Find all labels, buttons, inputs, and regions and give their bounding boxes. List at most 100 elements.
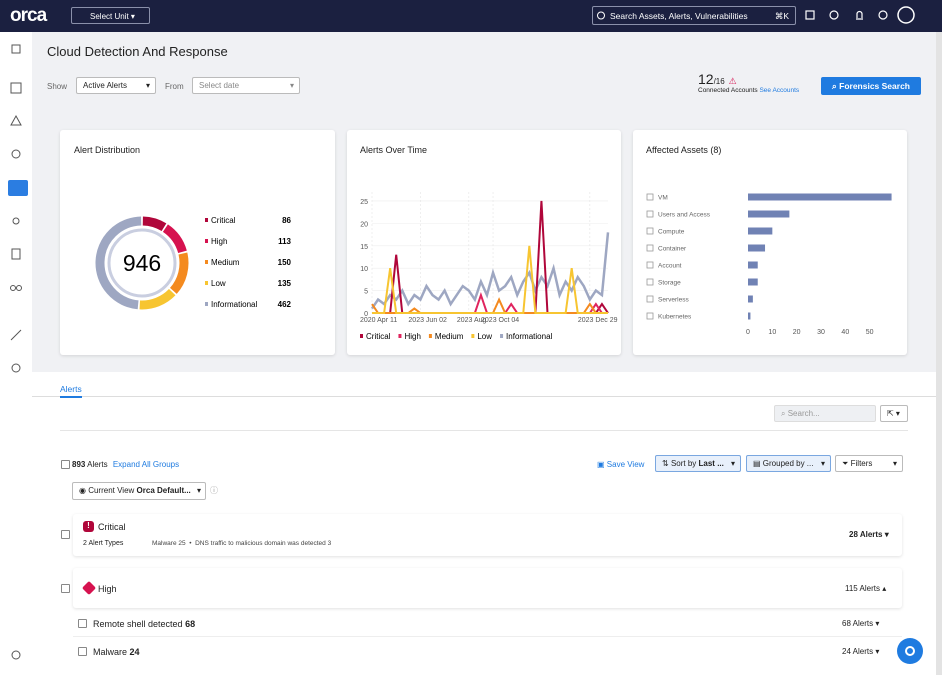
group-total[interactable]: 28 Alerts ▾ (849, 530, 889, 539)
label: Filters (850, 459, 873, 468)
legend-swatch (500, 334, 504, 338)
bar (748, 193, 892, 201)
category-label: Storage (658, 280, 681, 287)
total: 115 Alerts (845, 584, 880, 593)
y-tick-label: 5 (364, 289, 368, 296)
label: Current View (88, 486, 135, 495)
row-total[interactable]: 24 Alerts ▾ (842, 647, 880, 656)
category-icon (646, 210, 654, 218)
name: Remote shell detected (93, 619, 183, 629)
view-select[interactable]: ◉ Current View Orca Default... ▾ (72, 482, 206, 500)
x-tick-label: 2023 Oct 04 (481, 317, 519, 324)
filters-button[interactable]: ⏷ Filters ▾ (835, 455, 903, 472)
x-tick-label: 2023 Aug (457, 317, 487, 324)
y-tick-label: 15 (360, 244, 368, 251)
show-label: Show (47, 82, 68, 91)
bar (748, 261, 758, 269)
donut-total: 946 (123, 250, 161, 276)
legend-swatch (205, 218, 208, 222)
checkbox[interactable] (78, 619, 87, 628)
unit-selector[interactable]: Select Unit ▾ (71, 7, 150, 24)
severity: Critical (98, 522, 126, 532)
legend-value: 150 (278, 258, 292, 267)
x-tick-label: 0 (746, 329, 750, 336)
category-icon (646, 278, 654, 286)
donut-segment (162, 224, 187, 254)
placeholder: Search Assets, Alerts, Vulnerabilities (610, 11, 748, 21)
scrollbar[interactable] (936, 32, 942, 675)
link[interactable]: See Accounts (759, 87, 800, 94)
bar (748, 278, 758, 286)
from-label: From (165, 82, 184, 91)
legend-value: 86 (282, 216, 291, 225)
y-tick-label: 25 (360, 199, 368, 206)
total: 24 Alerts (842, 647, 874, 656)
legend-label: High (404, 332, 420, 341)
row-total[interactable]: 68 Alerts ▾ (842, 619, 880, 628)
sort-select[interactable]: ⇅ Sort by Last ... ▾ (655, 455, 741, 472)
label: Connected Accounts (698, 87, 758, 94)
legend-swatch (398, 334, 402, 338)
category-icon (646, 244, 654, 252)
checkbox[interactable] (61, 460, 70, 469)
legend-label: Critical (211, 216, 236, 225)
legend-swatch (205, 239, 208, 243)
count: 24 (129, 647, 140, 657)
checkbox[interactable] (61, 584, 70, 593)
alerts-search[interactable]: ⌕ Search... (774, 405, 876, 422)
legend-label: Low (477, 332, 492, 341)
info-icon[interactable]: ⓘ (210, 486, 218, 495)
series-line (372, 245, 608, 314)
group-total[interactable]: 115 Alerts ▴ (845, 584, 887, 593)
row-title[interactable]: Remote shell detected 68 (93, 619, 195, 629)
name: Malware (93, 647, 128, 657)
show-select[interactable]: Active Alerts ▾ (76, 77, 156, 94)
category-icon (646, 312, 654, 320)
legend-swatch (428, 334, 432, 338)
tab[interactable]: Alerts (60, 384, 82, 398)
x-tick-label: 20 (793, 329, 801, 336)
donut-segment (142, 216, 167, 232)
card-title: Alert Distribution (74, 145, 141, 155)
divider (60, 430, 908, 431)
legend-label: Informational (211, 300, 257, 309)
card-title: Alerts Over Time (360, 145, 428, 155)
search-icon (597, 11, 605, 20)
bar (748, 244, 766, 252)
checkbox[interactable] (78, 647, 87, 656)
label: Alerts (87, 460, 108, 469)
legend-value: 462 (278, 300, 292, 309)
chat-button[interactable] (897, 638, 923, 664)
value: Last ... (698, 459, 724, 468)
donut-segment (169, 252, 189, 294)
x-tick-label: 40 (841, 329, 849, 336)
placeholder: Select date (199, 81, 240, 90)
bar (748, 210, 790, 218)
forensics-button[interactable]: ⌕ Forensics Search (821, 77, 921, 95)
total: 28 Alerts (849, 530, 883, 539)
save-view[interactable]: ▣ Save View (597, 460, 645, 469)
x-tick-label: 2023 Jun 02 (408, 317, 447, 324)
label: Forensics Search (839, 81, 910, 91)
total: /16 (713, 77, 725, 86)
sidebar-icons[interactable] (8, 44, 28, 660)
expand-link[interactable]: Expand All Groups (112, 460, 180, 469)
logo[interactable]: orca (10, 5, 47, 26)
label: Sort by (670, 459, 697, 468)
bar (748, 312, 751, 320)
top-icons[interactable] (805, 6, 915, 24)
label: Save View (606, 460, 645, 469)
export-button[interactable]: ⇱ ▾ (880, 405, 908, 422)
global-search[interactable]: Search Assets, Alerts, Vulnerabilities ⌘K (592, 6, 796, 25)
row-title[interactable]: Malware 24 (93, 647, 140, 657)
y-tick-label: 0 (364, 311, 368, 318)
checkbox[interactable] (61, 530, 70, 539)
series-line (372, 200, 609, 314)
bar (748, 295, 753, 303)
legend-label: Low (211, 279, 226, 288)
date-select[interactable]: Select date ▾ (192, 77, 300, 94)
tab-divider (32, 396, 936, 397)
group-select[interactable]: ▤ Grouped by ... ▾ (746, 455, 831, 472)
